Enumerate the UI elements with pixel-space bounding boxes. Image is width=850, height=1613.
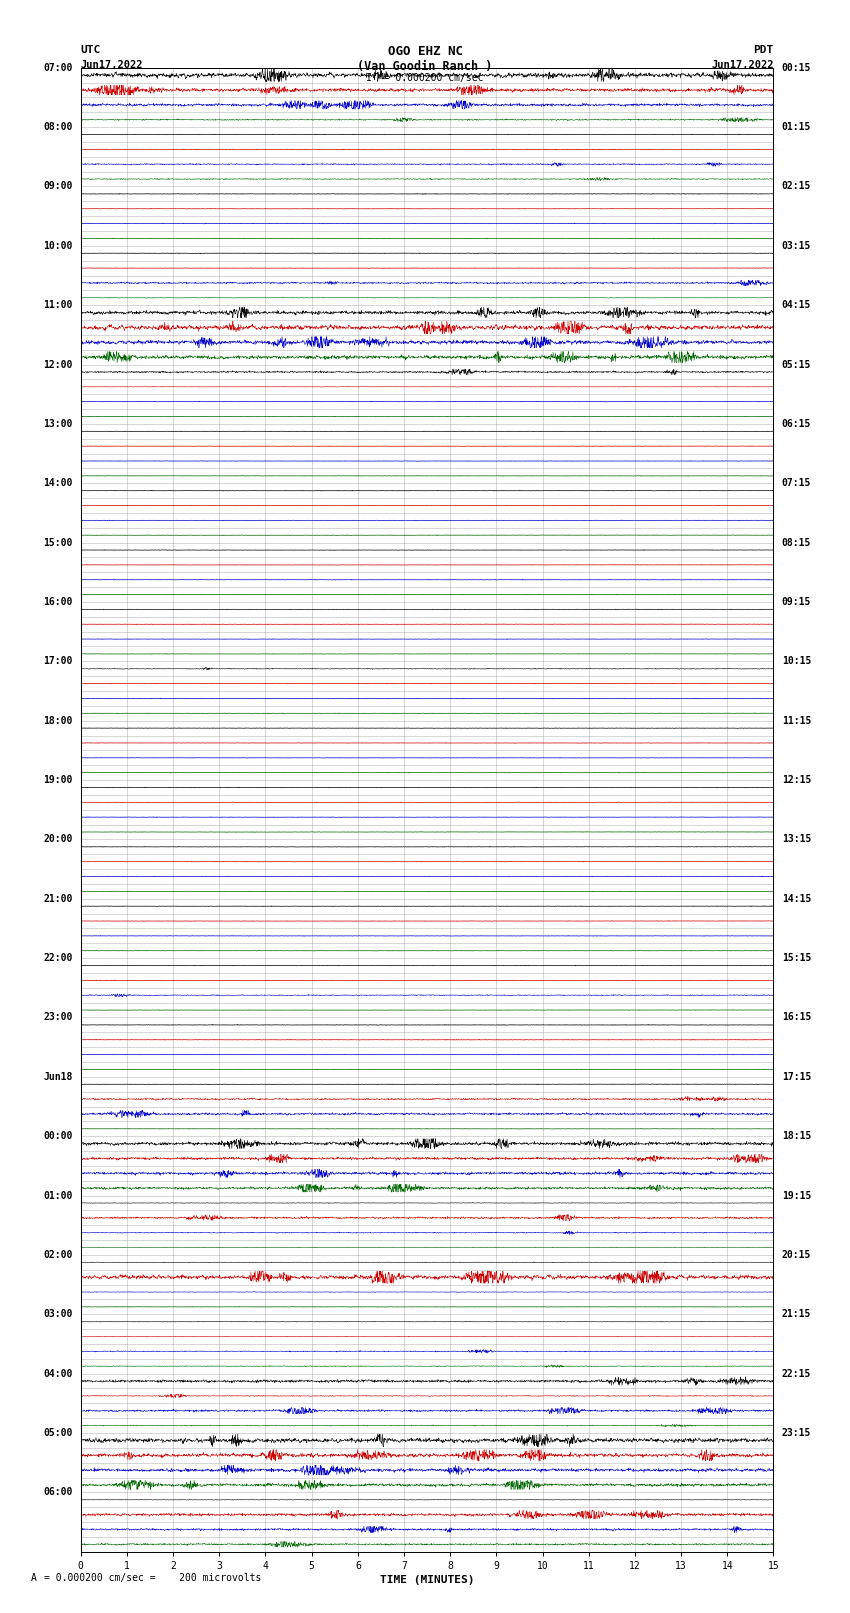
Text: 18:00: 18:00	[43, 716, 72, 726]
Text: 06:15: 06:15	[782, 419, 811, 429]
Text: 19:00: 19:00	[43, 776, 72, 786]
Text: UTC: UTC	[81, 45, 101, 55]
Text: 20:15: 20:15	[782, 1250, 811, 1260]
Text: 03:00: 03:00	[43, 1310, 72, 1319]
Text: 13:00: 13:00	[43, 419, 72, 429]
Text: 07:00: 07:00	[43, 63, 72, 73]
Text: 08:15: 08:15	[782, 537, 811, 547]
Text: 09:00: 09:00	[43, 182, 72, 192]
Text: OGO EHZ NC: OGO EHZ NC	[388, 45, 462, 58]
Text: 14:15: 14:15	[782, 894, 811, 903]
Text: 07:15: 07:15	[782, 479, 811, 489]
Text: 01:00: 01:00	[43, 1190, 72, 1200]
Text: 18:15: 18:15	[782, 1131, 811, 1140]
Text: 11:15: 11:15	[782, 716, 811, 726]
Text: PDT: PDT	[753, 45, 774, 55]
Text: 15:15: 15:15	[782, 953, 811, 963]
Text: 08:00: 08:00	[43, 123, 72, 132]
Text: Jun17,2022: Jun17,2022	[81, 60, 144, 69]
Text: 22:00: 22:00	[43, 953, 72, 963]
Text: 02:00: 02:00	[43, 1250, 72, 1260]
Text: 09:15: 09:15	[782, 597, 811, 606]
Text: A: A	[31, 1573, 37, 1582]
Text: 00:15: 00:15	[782, 63, 811, 73]
Text: Jun17,2022: Jun17,2022	[711, 60, 774, 69]
Text: 23:15: 23:15	[782, 1428, 811, 1437]
Text: 21:00: 21:00	[43, 894, 72, 903]
Text: 17:15: 17:15	[782, 1073, 811, 1082]
X-axis label: TIME (MINUTES): TIME (MINUTES)	[380, 1574, 474, 1586]
Text: = 0.000200 cm/sec =    200 microvolts: = 0.000200 cm/sec = 200 microvolts	[44, 1573, 262, 1582]
Text: 05:00: 05:00	[43, 1428, 72, 1437]
Text: 04:00: 04:00	[43, 1369, 72, 1379]
Text: I  = 0.000200 cm/sec: I = 0.000200 cm/sec	[366, 73, 484, 82]
Text: 23:00: 23:00	[43, 1013, 72, 1023]
Text: 02:15: 02:15	[782, 182, 811, 192]
Text: 10:15: 10:15	[782, 656, 811, 666]
Text: 16:00: 16:00	[43, 597, 72, 606]
Text: 01:15: 01:15	[782, 123, 811, 132]
Text: 14:00: 14:00	[43, 479, 72, 489]
Text: 03:15: 03:15	[782, 240, 811, 250]
Text: 00:00: 00:00	[43, 1131, 72, 1140]
Text: (Van Goodin Ranch ): (Van Goodin Ranch )	[357, 60, 493, 73]
Text: 12:00: 12:00	[43, 360, 72, 369]
Text: Jun18: Jun18	[43, 1073, 72, 1082]
Text: 16:15: 16:15	[782, 1013, 811, 1023]
Text: 05:15: 05:15	[782, 360, 811, 369]
Text: 20:00: 20:00	[43, 834, 72, 844]
Text: 11:00: 11:00	[43, 300, 72, 310]
Text: 13:15: 13:15	[782, 834, 811, 844]
Text: 10:00: 10:00	[43, 240, 72, 250]
Text: 17:00: 17:00	[43, 656, 72, 666]
Text: 12:15: 12:15	[782, 776, 811, 786]
Text: 06:00: 06:00	[43, 1487, 72, 1497]
Text: 21:15: 21:15	[782, 1310, 811, 1319]
Text: 15:00: 15:00	[43, 537, 72, 547]
Text: 22:15: 22:15	[782, 1369, 811, 1379]
Text: 19:15: 19:15	[782, 1190, 811, 1200]
Text: 04:15: 04:15	[782, 300, 811, 310]
